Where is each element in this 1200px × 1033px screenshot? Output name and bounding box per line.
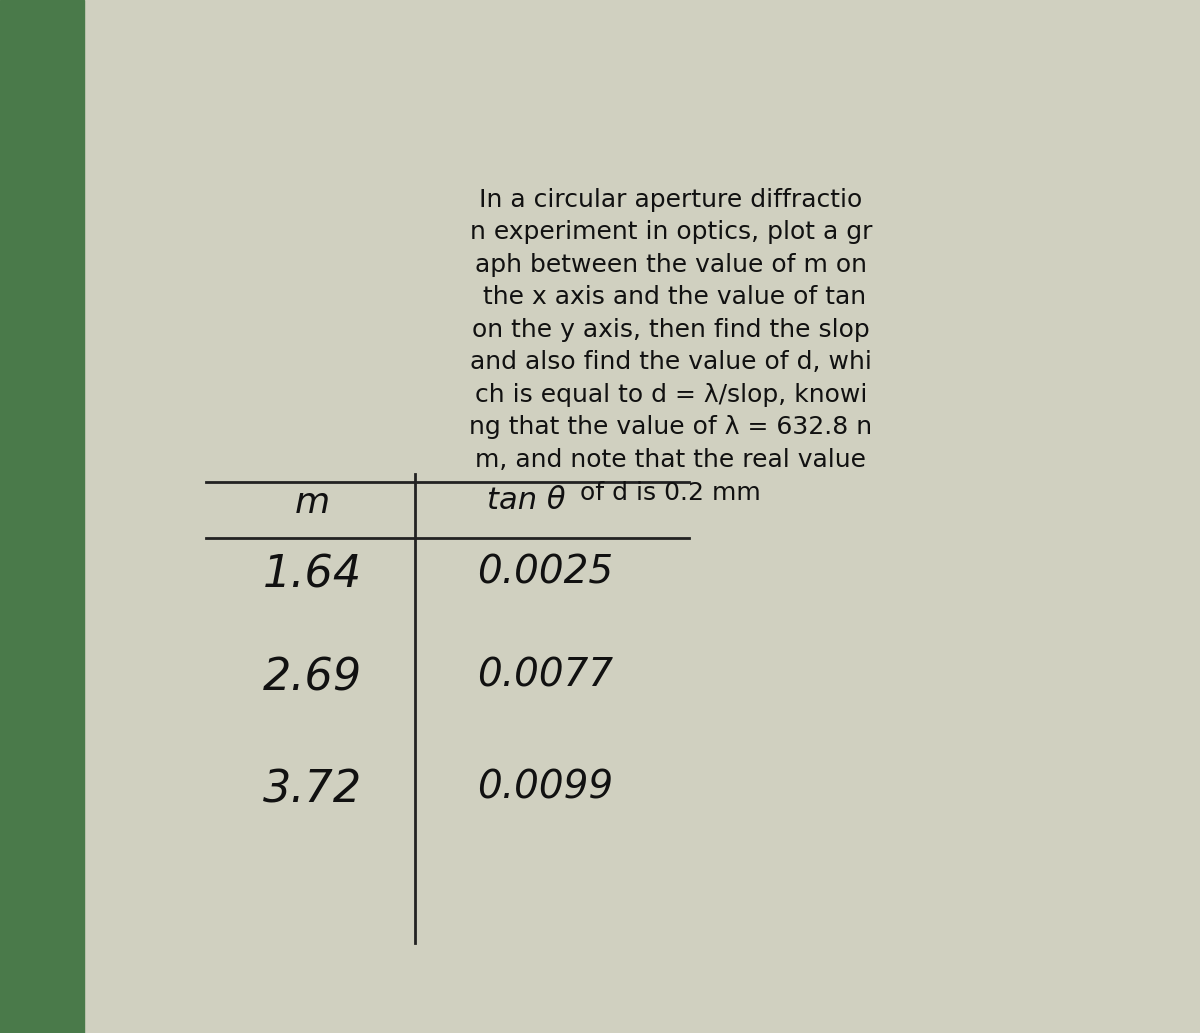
Text: 0.0099: 0.0099	[478, 769, 613, 806]
Text: 1.64: 1.64	[263, 554, 362, 596]
Text: m: m	[295, 486, 330, 520]
Text: 2.69: 2.69	[263, 657, 362, 700]
Text: 0.0025: 0.0025	[478, 554, 613, 592]
Text: 0.0077: 0.0077	[478, 657, 613, 695]
Text: 3.72: 3.72	[263, 769, 362, 811]
Text: In a circular aperture diffractio
n experiment in optics, plot a gr
aph between : In a circular aperture diffractio n expe…	[469, 188, 872, 504]
Text: tan θ: tan θ	[487, 486, 566, 514]
